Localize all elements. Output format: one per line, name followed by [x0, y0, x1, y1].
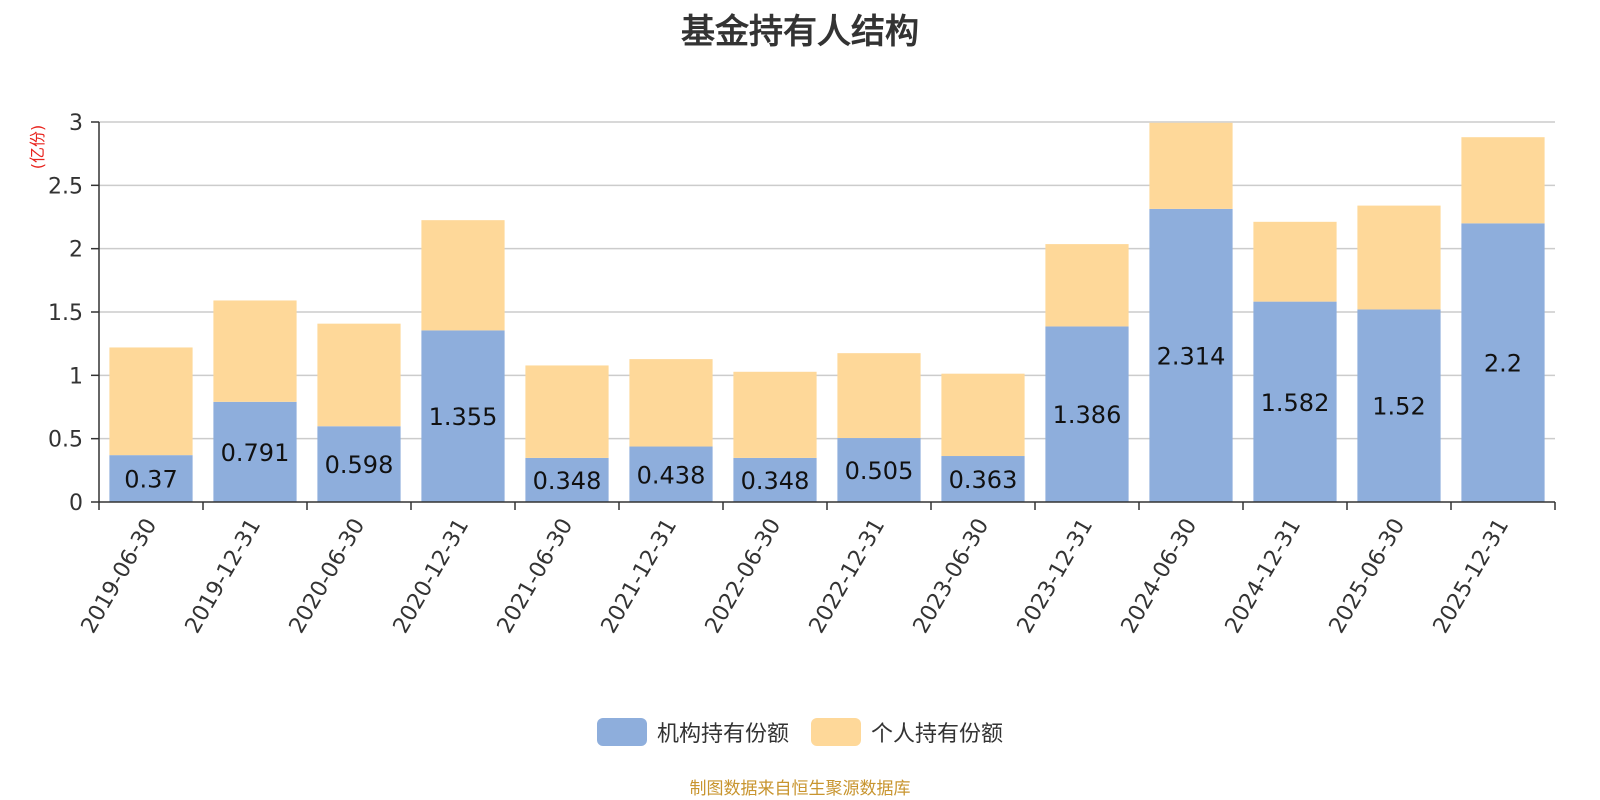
bar-institutional[interactable] — [941, 456, 1025, 502]
bar-institutional[interactable] — [1045, 326, 1129, 502]
bar-institutional[interactable] — [1461, 223, 1545, 503]
bar-individual[interactable] — [1253, 221, 1337, 302]
bar-institutional[interactable] — [1149, 208, 1233, 503]
bars — [109, 122, 1545, 503]
data-label-institutional: 0.363 — [949, 466, 1018, 494]
x-tick-label: 2022-06-30 — [701, 515, 787, 638]
x-tick-label: 2021-12-31 — [597, 515, 683, 638]
bar-institutional[interactable] — [1357, 309, 1441, 502]
y-tick-label: 1.5 — [48, 301, 83, 326]
bar-institutional[interactable] — [629, 446, 713, 502]
bar-institutional[interactable] — [213, 401, 297, 502]
x-tick-label: 2023-06-30 — [909, 515, 995, 638]
bar-individual[interactable] — [629, 359, 713, 447]
source-note: 制图数据来自恒生聚源数据库 — [689, 779, 911, 799]
data-label-institutional: 1.386 — [1053, 401, 1122, 429]
x-tick-label: 2020-06-30 — [285, 515, 371, 638]
bar-individual[interactable] — [421, 220, 505, 331]
data-label-institutional: 1.355 — [429, 403, 498, 431]
bar-institutional[interactable] — [317, 426, 401, 502]
legend-item-institutional[interactable]: 机构持有份额 — [596, 716, 789, 748]
bar-individual[interactable] — [1461, 137, 1545, 224]
bar-institutional[interactable] — [109, 455, 193, 502]
data-label-institutional: 1.52 — [1372, 393, 1425, 421]
y-tick-label: 1 — [69, 364, 83, 389]
bar-individual[interactable] — [213, 300, 297, 402]
x-tick-label: 2024-06-30 — [1117, 515, 1203, 638]
y-tick-label: 2 — [69, 238, 83, 263]
x-tick-label: 2022-12-31 — [805, 515, 891, 638]
y-tick-label: 0.5 — [48, 428, 83, 453]
bar-institutional[interactable] — [1253, 301, 1337, 502]
legend-label-individual: 个人持有份额 — [871, 722, 1004, 747]
x-tick-label: 2021-06-30 — [493, 515, 579, 638]
x-tick-label: 2024-12-31 — [1221, 515, 1307, 638]
bar-individual[interactable] — [1149, 122, 1233, 209]
x-tick-label: 2019-12-31 — [181, 515, 267, 638]
data-label-institutional: 1.582 — [1261, 389, 1330, 417]
data-label-institutional: 0.348 — [741, 467, 810, 495]
x-tick-label: 2019-06-30 — [77, 515, 163, 638]
bar-institutional[interactable] — [421, 330, 505, 502]
chart-title: 基金持有人结构 — [681, 12, 919, 52]
bar-individual[interactable] — [837, 353, 921, 439]
x-tick-label: 2025-06-30 — [1325, 515, 1411, 638]
bar-individual[interactable] — [525, 365, 609, 458]
legend-item-individual[interactable]: 个人持有份额 — [811, 716, 1003, 748]
data-label-institutional: 0.348 — [533, 467, 602, 495]
bar-individual[interactable] — [317, 323, 401, 427]
x-tick-label: 2023-12-31 — [1013, 515, 1099, 638]
bar-institutional[interactable] — [733, 457, 817, 502]
x-tick-label: 2020-12-31 — [389, 515, 475, 638]
bar-individual[interactable] — [1357, 205, 1441, 310]
bar-individual[interactable] — [1045, 244, 1129, 327]
legend-swatch-institutional — [596, 718, 647, 746]
data-label-institutional: 0.505 — [845, 457, 914, 485]
data-label-institutional: 0.438 — [637, 461, 706, 489]
data-labels: 0.37 0.791 0.598 1.355 0.348 0.438 0.348 0.505 0… — [124, 342, 1522, 495]
legend: 机构持有份额 个人持有份额 — [0, 716, 1600, 748]
y-tick-label: 3 — [69, 111, 83, 136]
x-tick-label: 2025-12-31 — [1429, 515, 1515, 638]
data-label-institutional: 0.37 — [124, 466, 177, 494]
bar-institutional[interactable] — [837, 438, 921, 502]
bar-institutional[interactable] — [525, 457, 609, 502]
data-label-institutional: 2.2 — [1484, 350, 1522, 378]
y-tick-label: 2.5 — [48, 174, 83, 199]
data-label-institutional: 0.598 — [325, 451, 394, 479]
legend-swatch-individual — [811, 718, 861, 746]
bar-individual[interactable] — [941, 373, 1025, 457]
legend-label-institutional: 机构持有份额 — [656, 722, 789, 747]
bar-individual[interactable] — [733, 371, 817, 458]
data-label-institutional: 2.314 — [1157, 342, 1226, 370]
y-tick-label: 0 — [69, 491, 83, 516]
y-axis-unit-label: (亿份) — [28, 125, 47, 170]
bar-individual[interactable] — [109, 347, 193, 456]
data-label-institutional: 0.791 — [221, 439, 290, 467]
